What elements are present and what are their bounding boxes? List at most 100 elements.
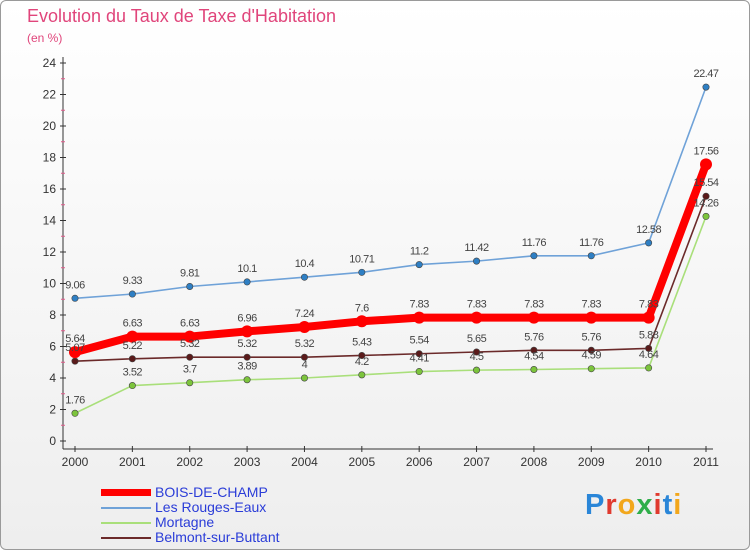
data-point (642, 311, 655, 324)
y-tick-label: 16 (43, 182, 57, 196)
data-label: 5.88 (639, 329, 659, 341)
data-label: 12.58 (636, 224, 661, 236)
data-point (473, 348, 481, 356)
data-label: 5.54 (409, 335, 429, 347)
y-tick-label: 10 (43, 277, 57, 291)
data-point (69, 346, 81, 359)
logo-letter: x (636, 489, 654, 521)
data-label: 11.76 (522, 237, 547, 249)
x-tick-label: 2003 (234, 455, 261, 469)
data-label: 9.33 (123, 275, 143, 287)
data-label: 11.42 (464, 242, 489, 254)
data-label: 10.1 (237, 263, 257, 275)
data-label: 7.83 (409, 299, 429, 311)
data-label: 7.83 (467, 299, 487, 311)
data-point (702, 192, 710, 200)
data-label: 17.56 (693, 145, 718, 157)
data-point (298, 320, 311, 333)
data-point (587, 252, 595, 260)
legend-swatch (101, 522, 151, 524)
data-label: 22.47 (693, 68, 718, 80)
data-point (473, 257, 481, 265)
x-tick-label: 2010 (635, 455, 662, 469)
y-tick-label: 18 (43, 151, 57, 165)
data-point (355, 315, 368, 328)
data-point (702, 83, 710, 91)
data-point (128, 355, 136, 363)
data-label: 5.76 (582, 331, 602, 343)
x-tick-label: 2011 (693, 455, 719, 469)
data-label: 7.83 (582, 299, 602, 311)
x-tick-label: 2009 (578, 455, 605, 469)
data-label: 5.07 (65, 342, 85, 354)
data-point (415, 350, 423, 358)
data-point (243, 278, 251, 286)
x-tick-label: 2000 (62, 455, 89, 469)
y-tick-label: 0 (49, 434, 56, 448)
legend-label: Mortagne (155, 514, 215, 530)
legend-swatch (101, 537, 151, 539)
data-point (186, 379, 194, 387)
y-tick-label: 2 (49, 403, 56, 417)
data-point (300, 273, 308, 281)
data-label: 5.32 (237, 338, 257, 350)
data-point (587, 365, 595, 373)
x-tick-label: 2006 (406, 455, 433, 469)
y-tick-label: 22 (43, 88, 57, 102)
data-label: 7.83 (524, 299, 544, 311)
data-label: 6.63 (180, 318, 200, 330)
data-point (645, 364, 653, 372)
data-label: 3.89 (237, 361, 257, 373)
data-point (470, 311, 483, 324)
data-label: 4.5 (470, 351, 484, 363)
logo-letter: i (653, 489, 663, 521)
data-point (585, 311, 598, 324)
data-point (126, 330, 139, 343)
x-tick-label: 2007 (463, 455, 490, 469)
data-point (413, 311, 426, 324)
data-point (645, 239, 653, 247)
data-point (415, 368, 423, 376)
data-label: 14.26 (693, 197, 718, 209)
data-point (702, 212, 710, 220)
chart-title: Evolution du Taux de Taxe d'Habitation (27, 6, 336, 26)
series-line (74, 86, 707, 300)
data-point (71, 357, 79, 365)
data-label: 3.7 (183, 364, 197, 376)
data-point (71, 409, 79, 417)
x-tick-label: 2004 (291, 455, 318, 469)
data-point (700, 158, 712, 171)
data-point (358, 351, 366, 359)
data-label: 11.76 (579, 237, 604, 249)
data-label: 7.83 (639, 299, 659, 311)
data-label: 6.96 (237, 312, 257, 324)
x-tick-label: 2001 (119, 455, 146, 469)
data-point (243, 353, 251, 361)
data-label: 5.32 (180, 338, 200, 350)
data-label: 5.76 (524, 331, 544, 343)
y-tick-label: 4 (49, 371, 56, 385)
data-label: 5.64 (65, 333, 85, 345)
proxiti-logo: Proxiti (585, 489, 682, 522)
data-point (128, 290, 136, 298)
y-tick-label: 12 (43, 245, 57, 259)
data-label: 1.76 (65, 394, 85, 406)
x-tick-label: 2002 (176, 455, 203, 469)
data-label: 6.63 (123, 318, 143, 330)
data-point (241, 325, 254, 338)
data-point (358, 371, 366, 379)
data-label: 11.2 (410, 246, 429, 258)
y-tick-label: 20 (43, 119, 57, 133)
y-tick-label: 8 (49, 308, 56, 322)
logo-letter: P (585, 489, 606, 521)
data-label: 5.65 (467, 333, 487, 345)
y-tick-label: 24 (43, 56, 57, 70)
data-point (183, 330, 196, 343)
logo-letter: r (605, 489, 618, 521)
data-label: 5.22 (123, 340, 143, 352)
series-line (74, 215, 707, 415)
data-label: 10.71 (349, 253, 374, 265)
data-label: 3.52 (123, 367, 143, 379)
logo-letter: i (673, 489, 683, 521)
data-label: 9.81 (180, 267, 200, 279)
